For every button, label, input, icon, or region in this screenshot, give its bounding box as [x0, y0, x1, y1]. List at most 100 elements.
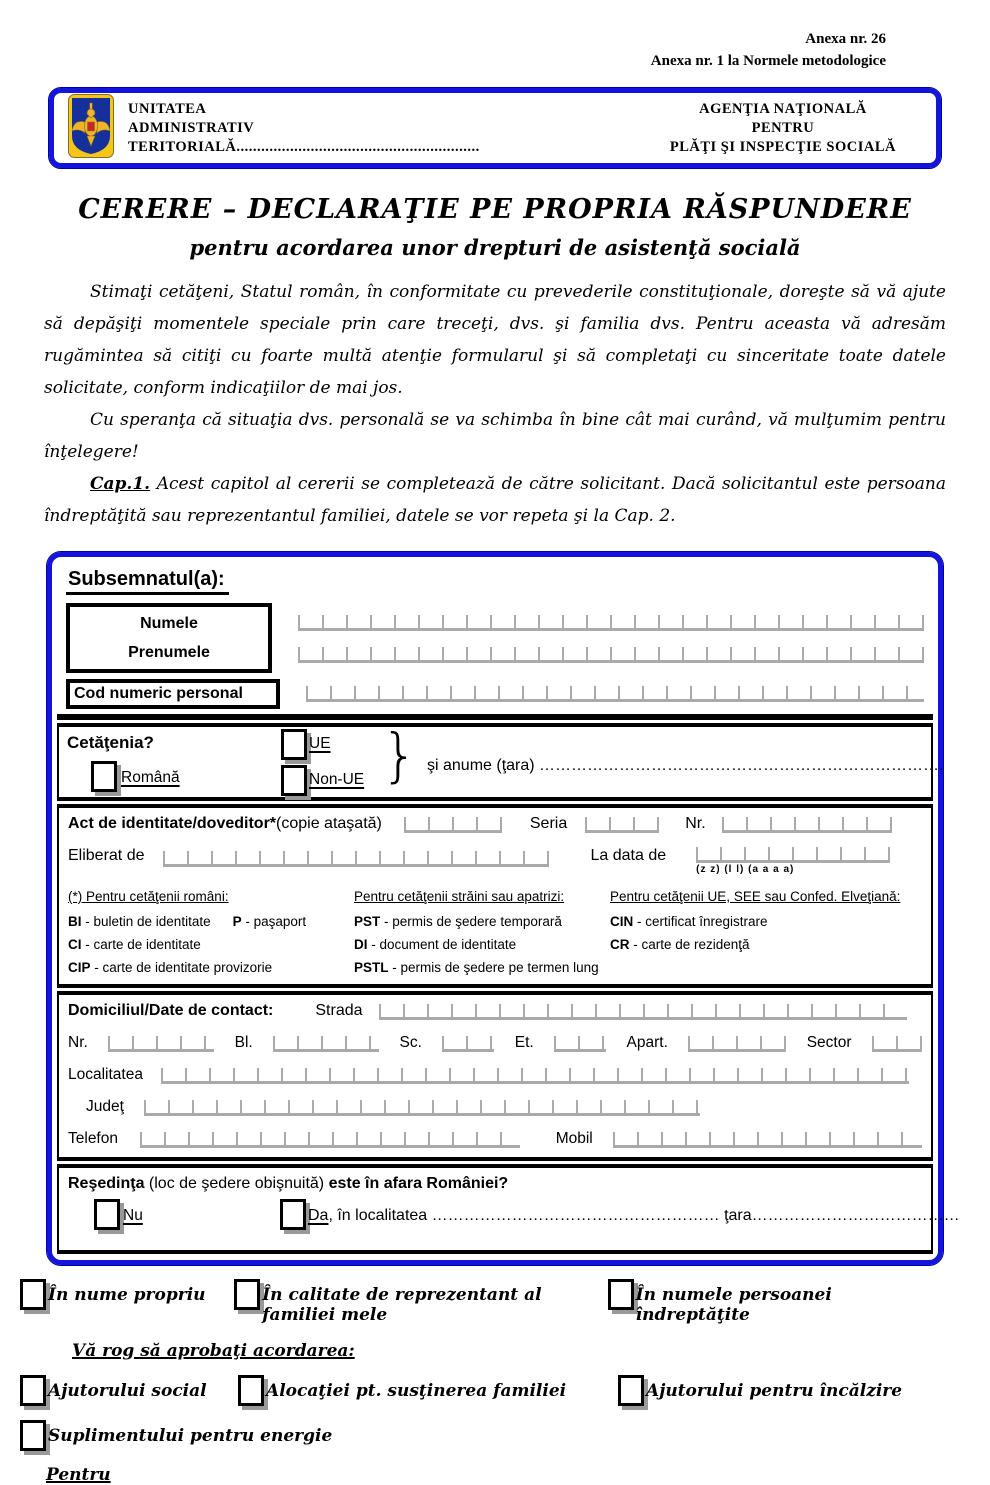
identity-legend: (*) Pentru cetăţenii români: BI - buleti… [68, 885, 922, 979]
first-name-comb-field[interactable] [298, 647, 924, 663]
self-checkbox[interactable] [20, 1279, 46, 1310]
chapter1-form-box: Subsemnatul(a): Numele Prenumele Cod num… [46, 551, 960, 1266]
sc-comb-field[interactable] [442, 1036, 495, 1052]
residence-yes-checkbox[interactable] [280, 1199, 306, 1230]
apart-comb-field[interactable] [688, 1036, 787, 1052]
social-aid-checkbox[interactable] [20, 1375, 46, 1406]
date-format-hint: (z z) (l l) (a a a a) [696, 864, 795, 875]
telefon-label: Telefon [68, 1130, 118, 1147]
et-label: Et. [514, 1034, 534, 1051]
issue-date-comb-field[interactable] [696, 847, 891, 863]
legend-col1-title: (*) Pentru cetăţenii români: [68, 889, 229, 904]
citizenship-eu-checkbox[interactable] [281, 729, 307, 760]
identity-type-comb-field[interactable] [403, 817, 502, 833]
subsemnatul-heading: Subsemnatul(a): [66, 568, 229, 595]
intro-paragraph-1: Stimaţi cetăţeni, Statul român, în confo… [44, 282, 946, 398]
last-name-comb-field[interactable] [298, 615, 924, 631]
administrative-unit-label: UNITATEA ADMINISTRATIV TERITORIALĂ......… [128, 100, 480, 155]
residence-yes-line[interactable]: Da, în localitatea ……………………………………………… ţa… [308, 1207, 960, 1224]
form-subtitle: pentru acordarea unor drepturi de asiste… [189, 235, 801, 260]
agency-header-box: UNITATEA ADMINISTRATIV TERITORIALĂ......… [48, 87, 942, 169]
seria-comb-field[interactable] [585, 817, 660, 833]
mobil-label: Mobil [555, 1130, 593, 1147]
citizenship-romanian-checkbox[interactable] [91, 761, 117, 792]
annex-line-2: Anexa nr. 1 la Normele metodologice [650, 53, 886, 69]
section-subsemnatul: Subsemnatul(a): Numele Prenumele Cod num… [57, 563, 933, 720]
strada-comb-field[interactable] [378, 1004, 907, 1020]
issued-by-label: Eliberat de [68, 847, 145, 864]
citizenship-romanian-label: Română [121, 769, 180, 786]
section-identity-document: Act de identitate/doveditor* (copie ataş… [57, 804, 933, 988]
legend-col2-title: Pentru cetăţenii străini sau apatrizi: [354, 889, 565, 904]
brace-glyph: } [381, 721, 418, 789]
residence-no-label: Nu [123, 1207, 143, 1224]
identity-heading-note: (copie ataşată) [276, 815, 382, 832]
social-aid-label: Ajutorului social [48, 1381, 207, 1401]
issue-date-label: La data de [590, 847, 667, 864]
sector-comb-field[interactable] [871, 1036, 922, 1052]
request-option-representative[interactable]: În calitate de reprezentant al familiei … [234, 1279, 607, 1325]
request-option-social-aid[interactable]: Ajutorului social [20, 1375, 238, 1406]
entitled-label: În numele persoanei îndreptăţite [635, 1285, 832, 1325]
request-option-energy-supplement[interactable]: Suplimentului pentru energie [20, 1420, 332, 1451]
representative-label: În calitate de reprezentant al familiei … [262, 1285, 542, 1325]
cnp-comb-field[interactable] [305, 686, 924, 702]
judet-label: Judeţ [86, 1098, 124, 1115]
apart-label: Apart. [626, 1034, 668, 1051]
name-labels-box: Numele Prenumele [66, 603, 272, 673]
citizenship-non-eu-label: Non-UE [309, 771, 365, 788]
request-option-entitled[interactable]: În numele persoanei îndreptăţite [607, 1279, 946, 1325]
nr-domicile-label: Nr. [68, 1034, 88, 1051]
nr-domicile-comb-field[interactable] [108, 1036, 215, 1052]
legend-col3-title: Pentru cetăţenii UE, SEE sau Confed. Elv… [610, 889, 901, 904]
representative-checkbox[interactable] [234, 1279, 261, 1310]
telefon-comb-field[interactable] [139, 1132, 520, 1148]
section-citizenship: Cetăţenia? Română UE Non-UE } şi anume (… [57, 721, 943, 801]
strada-label: Strada [315, 1002, 363, 1019]
bl-label: Bl. [234, 1034, 253, 1051]
issued-by-comb-field[interactable] [162, 851, 549, 867]
request-area: În nume propriu În calitate de reprezent… [20, 1279, 946, 1485]
citizenship-eu-label: UE [309, 735, 331, 752]
et-comb-field[interactable] [554, 1036, 607, 1052]
seria-label: Seria [529, 815, 568, 832]
intro-text: Stimaţi cetăţeni, Statul român, în confo… [44, 276, 946, 532]
family-allowance-label: Alocaţiei pt. susţinerea familiei [266, 1381, 567, 1401]
energy-supplement-checkbox[interactable] [20, 1420, 46, 1451]
citizenship-non-eu-checkbox[interactable] [281, 765, 307, 796]
residence-no-checkbox[interactable] [94, 1199, 120, 1230]
chapter1-note: Cap.1. Acest capitol al cererii se compl… [44, 474, 946, 526]
annex-header: Anexa nr. 26 Anexa nr. 1 la Normele meto… [0, 28, 990, 72]
last-name-label: Numele [140, 615, 198, 632]
sc-label: Sc. [399, 1034, 422, 1051]
family-allowance-checkbox[interactable] [238, 1375, 264, 1406]
localitatea-label: Localitatea [68, 1066, 143, 1083]
bl-comb-field[interactable] [273, 1036, 380, 1052]
entitled-checkbox[interactable] [607, 1279, 634, 1310]
first-name-label: Prenumele [128, 644, 210, 661]
pentru-label: Pentru [46, 1465, 111, 1485]
heating-aid-checkbox[interactable] [618, 1375, 644, 1406]
citizenship-country-line[interactable]: şi anume (ţara) ………………………………………………………………… [427, 757, 944, 774]
residence-question: Reşedinţa (loc de şedere obişnuită) este… [68, 1175, 509, 1192]
section-residence: Reşedinţa (loc de şedere obişnuită) este… [57, 1164, 960, 1254]
mobil-comb-field[interactable] [612, 1132, 922, 1148]
request-option-family-allowance[interactable]: Alocaţiei pt. susţinerea familiei [238, 1375, 618, 1406]
approve-request-line: Vă rog să aprobaţi acordarea: [72, 1341, 355, 1361]
intro-paragraph-2: Cu speranţa că situaţia dvs. personală s… [44, 410, 946, 462]
heating-aid-label: Ajutorului pentru încălzire [646, 1381, 903, 1401]
nr-label: Nr. [685, 815, 706, 832]
nr-comb-field[interactable] [721, 817, 892, 833]
chapter1-label: Cap.1. [90, 474, 151, 494]
section-domicile: Domiciliul/Date de contact: Strada Nr. B… [57, 991, 933, 1161]
cnp-label: Cod numeric personal [66, 679, 280, 709]
judet-comb-field[interactable] [143, 1100, 700, 1116]
citizenship-question: Cetăţenia? [67, 733, 154, 752]
domicile-heading: Domiciliul/Date de contact: [68, 1002, 274, 1019]
annex-line-1: Anexa nr. 26 [805, 31, 886, 47]
request-option-heating-aid[interactable]: Ajutorului pentru încălzire [618, 1375, 902, 1406]
request-option-self[interactable]: În nume propriu [20, 1279, 234, 1310]
self-label: În nume propriu [48, 1285, 206, 1305]
localitatea-comb-field[interactable] [160, 1068, 909, 1084]
national-agency-label: AGENŢIA NAŢIONALĂ PENTRU PLĂŢI ŞI INSPEC… [669, 100, 896, 155]
